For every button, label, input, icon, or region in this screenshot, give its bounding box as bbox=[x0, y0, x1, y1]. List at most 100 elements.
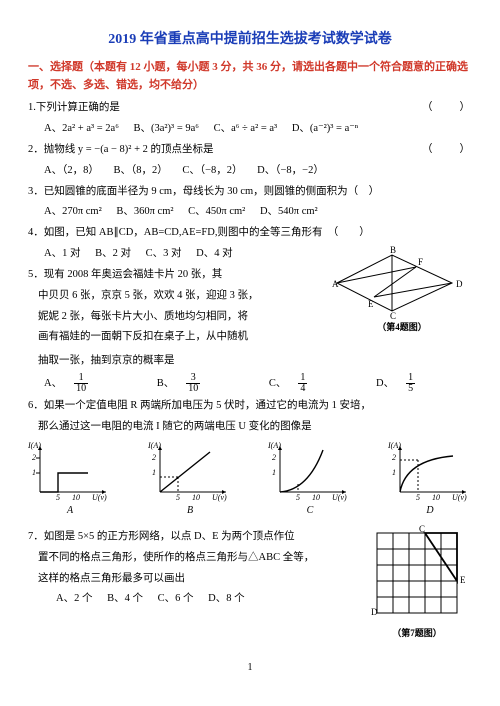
q2-stem: 2．抛物线 y = −(a − 8)² + 2 的顶点坐标是 bbox=[28, 144, 214, 155]
chart-d-label: D bbox=[388, 502, 472, 519]
svg-text:2: 2 bbox=[272, 453, 276, 462]
chart-b: I(A) U(v) 1 2 5 10 B bbox=[148, 440, 232, 519]
fig4-F: F bbox=[418, 257, 423, 267]
svg-text:10: 10 bbox=[192, 493, 200, 502]
fig4-D: D bbox=[456, 279, 463, 289]
svg-text:5: 5 bbox=[416, 493, 420, 502]
q1-blank: （ ） bbox=[422, 99, 472, 117]
q3-opt-c: C、450π cm² bbox=[188, 206, 245, 217]
q5-c-den: 4 bbox=[298, 384, 307, 394]
q4-opt-c: C、3 对 bbox=[146, 248, 182, 259]
q5-b-den: 10 bbox=[186, 384, 200, 394]
q3-opt-a: A、270π cm² bbox=[44, 206, 102, 217]
q5-b-pre: B、 bbox=[157, 378, 175, 389]
fig7-D: D bbox=[371, 607, 378, 617]
page-number: 1 bbox=[28, 659, 472, 676]
svg-text:U(v): U(v) bbox=[212, 493, 227, 502]
q1-opt-b: B、(3a²)³ = 9a⁶ bbox=[134, 123, 199, 134]
q3-opt-b: B、360π cm² bbox=[116, 206, 173, 217]
q2-options: A、（2，8） B、（8，2） C、（−8，2） D、（−8，−2） bbox=[44, 162, 472, 180]
chart-a-label: A bbox=[28, 502, 112, 519]
q7-opt-c: C、6 个 bbox=[158, 593, 194, 604]
fig4-B: B bbox=[390, 245, 396, 255]
q2-opt-c: C、（−8，2） bbox=[182, 165, 242, 176]
q6-charts: I(A) U(v) 1 2 5 10 A I(A) U(v) 1 2 5 10 bbox=[28, 440, 472, 519]
q5-c-pre: C、 bbox=[269, 378, 287, 389]
q2-opt-a: A、（2，8） bbox=[44, 165, 99, 176]
q7-opt-b: B、4 个 bbox=[107, 593, 143, 604]
fig7-E: E bbox=[460, 575, 465, 585]
q5-opt-b: B、310 bbox=[157, 378, 227, 389]
question-1: 1.下列计算正确的是 （ ） bbox=[28, 99, 472, 117]
svg-text:5: 5 bbox=[296, 493, 300, 502]
q5-a-den: 10 bbox=[74, 384, 88, 394]
q5-d-pre: D、 bbox=[376, 378, 394, 389]
q5-d-den: 5 bbox=[406, 384, 415, 394]
svg-text:10: 10 bbox=[432, 493, 440, 502]
q5-line4: 画有福娃的一面朝下反扣在桌子上，从中随机 bbox=[38, 328, 332, 346]
q5-line5: 抽取一张，抽到京京的概率是 bbox=[38, 352, 472, 370]
question-2: 2．抛物线 y = −(a − 8)² + 2 的顶点坐标是 （ ） bbox=[28, 141, 472, 159]
q2-blank: （ ） bbox=[422, 141, 472, 159]
q1-opt-d: D、(a⁻²)³ = a⁻ⁿ bbox=[292, 123, 358, 134]
svg-text:2: 2 bbox=[152, 453, 156, 462]
svg-text:I(A): I(A) bbox=[268, 441, 281, 450]
fig7-C: C bbox=[419, 525, 425, 534]
q1-stem: 1.下列计算正确的是 bbox=[28, 102, 120, 113]
figure-4-caption: （第4题图） bbox=[332, 320, 472, 335]
figure-7-caption: （第7题图） bbox=[362, 626, 472, 641]
chart-b-label: B bbox=[148, 502, 232, 519]
chart-d: I(A) U(v) 1 2 5 10 D bbox=[388, 440, 472, 519]
q4-opt-b: B、2 对 bbox=[95, 248, 131, 259]
fig4-A: A bbox=[332, 279, 339, 289]
q7-options: A、2 个 B、4 个 C、6 个 D、8 个 bbox=[56, 590, 362, 608]
q5-line3: 妮妮 2 张，每张卡片大小、质地均匀相同，将 bbox=[38, 308, 332, 326]
question-3: 3．已知圆锥的底面半径为 9 cm，母线长为 30 cm，则圆锥的侧面积为（ ） bbox=[28, 183, 472, 201]
q7-line2: 置不同的格点三角形，使所作的格点三角形与△ABC 全等， bbox=[38, 549, 362, 567]
chart-c: I(A) U(v) 1 2 5 10 C bbox=[268, 440, 352, 519]
q1-options: A、2a² + a³ = 2a⁶ B、(3a²)³ = 9a⁶ C、a⁶ ÷ a… bbox=[44, 120, 472, 138]
q1-opt-c: C、a⁶ ÷ a² = a³ bbox=[214, 123, 278, 134]
svg-text:5: 5 bbox=[176, 493, 180, 502]
q6-line1: 6．如果一个定值电阻 R 两端所加电压为 5 伏时，通过它的电流为 1 安培， bbox=[28, 397, 472, 415]
q5-opt-c: C、14 bbox=[269, 378, 334, 389]
q5-line1: 5．现有 2008 年奥运会福娃卡片 20 张，其 bbox=[28, 266, 332, 284]
q4-opt-d: D、4 对 bbox=[196, 248, 232, 259]
q7-opt-d: D、8 个 bbox=[208, 593, 244, 604]
svg-text:U(v): U(v) bbox=[332, 493, 347, 502]
svg-text:I(A): I(A) bbox=[28, 441, 41, 450]
q4-opt-a: A、1 对 bbox=[44, 248, 80, 259]
q7-line1: 7．如图是 5×5 的正方形网络，以点 D、E 为两个顶点作位 bbox=[28, 528, 362, 546]
q5-options: A、110 B、310 C、14 D、15 bbox=[44, 373, 472, 394]
q1-opt-a: A、2a² + a³ = 2a⁶ bbox=[44, 123, 119, 134]
q3-opt-d: D、540π cm² bbox=[260, 206, 318, 217]
fig4-E: E bbox=[368, 299, 374, 309]
svg-text:2: 2 bbox=[32, 453, 36, 462]
q7-opt-a: A、2 个 bbox=[56, 593, 92, 604]
chart-a: I(A) U(v) 1 2 5 10 A bbox=[28, 440, 112, 519]
q5-opt-a: A、110 bbox=[44, 378, 115, 389]
svg-text:1: 1 bbox=[392, 468, 396, 477]
svg-text:10: 10 bbox=[312, 493, 320, 502]
page-title: 2019 年省重点高中提前招生选拔考试数学试卷 bbox=[28, 28, 472, 52]
svg-text:10: 10 bbox=[72, 493, 80, 502]
q5-opt-d: D、15 bbox=[376, 378, 439, 389]
q5-a-pre: A、 bbox=[44, 378, 62, 389]
q4-options: A、1 对 B、2 对 C、3 对 D、4 对 bbox=[44, 245, 332, 263]
svg-text:1: 1 bbox=[152, 468, 156, 477]
chart-c-label: C bbox=[268, 502, 352, 519]
svg-text:5: 5 bbox=[56, 493, 60, 502]
q3-options: A、270π cm² B、360π cm² C、450π cm² D、540π … bbox=[44, 203, 472, 221]
svg-text:U(v): U(v) bbox=[452, 493, 467, 502]
q6-line2: 那么通过这一电阻的电流 I 随它的两端电压 U 变化的图像是 bbox=[38, 418, 472, 436]
svg-text:I(A): I(A) bbox=[148, 441, 161, 450]
svg-text:U(v): U(v) bbox=[92, 493, 107, 502]
q5-line2: 中贝贝 6 张，京京 5 张，欢欢 4 张，迎迎 3 张， bbox=[38, 287, 332, 305]
q2-opt-b: B、（8，2） bbox=[113, 165, 167, 176]
svg-text:1: 1 bbox=[272, 468, 276, 477]
figure-4: A B C D E F （第4题图） bbox=[332, 245, 472, 335]
section-1-heading: 一、选择题（本题有 12 小题，每小题 3 分，共 36 分，请选出各题中一个符… bbox=[28, 58, 472, 95]
q7-line3: 这样的格点三角形最多可以画出 bbox=[38, 570, 362, 588]
svg-text:1: 1 bbox=[32, 468, 36, 477]
svg-text:I(A): I(A) bbox=[388, 441, 401, 450]
